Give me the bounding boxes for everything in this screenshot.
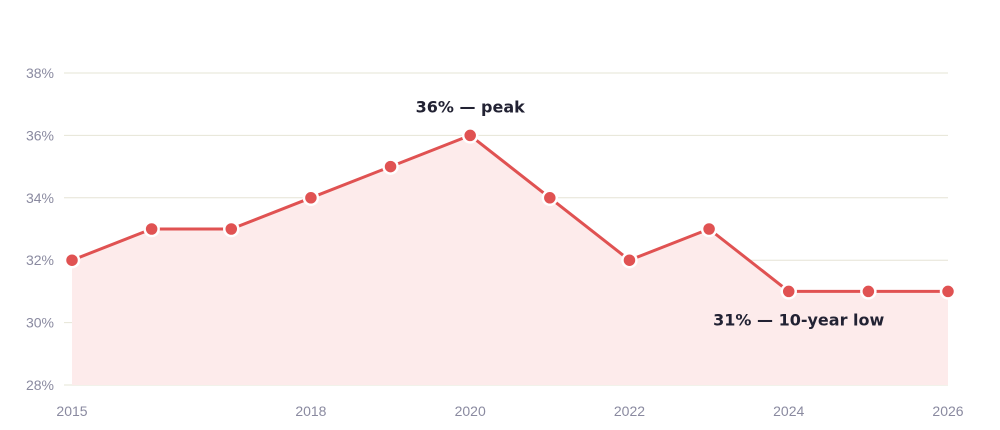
x-axis-ticks: 2015 2018 2020 2022 2024 2026	[56, 403, 963, 419]
y-tick-label: 34%	[26, 190, 54, 206]
data-point	[302, 189, 320, 207]
data-points	[63, 127, 957, 300]
data-point	[939, 283, 957, 300]
area-fill	[72, 135, 948, 385]
data-point	[541, 189, 559, 207]
data-point	[700, 220, 718, 238]
data-point	[143, 220, 160, 238]
data-point	[860, 283, 877, 300]
y-tick-label: 36%	[26, 127, 54, 143]
x-tick-label: 2022	[614, 403, 645, 419]
x-tick-label: 2026	[932, 403, 963, 419]
data-point	[461, 127, 479, 144]
y-axis-ticks: 28% 30% 32% 34% 36% 38%	[26, 65, 54, 393]
y-tick-label: 30%	[26, 315, 54, 331]
x-tick-label: 2024	[773, 403, 804, 419]
data-point	[382, 158, 399, 175]
annotations: 36% — peak 31% — 10-year low	[416, 97, 885, 329]
data-point	[63, 251, 81, 269]
annotation-peak: 36% — peak	[416, 97, 526, 116]
y-tick-label: 38%	[26, 65, 54, 81]
y-tick-label: 32%	[26, 252, 54, 268]
x-tick-label: 2015	[56, 403, 87, 419]
data-point	[223, 220, 240, 238]
annotation-low: 31% — 10-year low	[713, 310, 884, 329]
data-point	[621, 251, 638, 269]
y-tick-label: 28%	[26, 377, 54, 393]
x-tick-label: 2020	[455, 403, 486, 419]
x-tick-label: 2018	[295, 403, 326, 419]
data-point	[780, 283, 797, 300]
series-line	[71, 133, 948, 293]
